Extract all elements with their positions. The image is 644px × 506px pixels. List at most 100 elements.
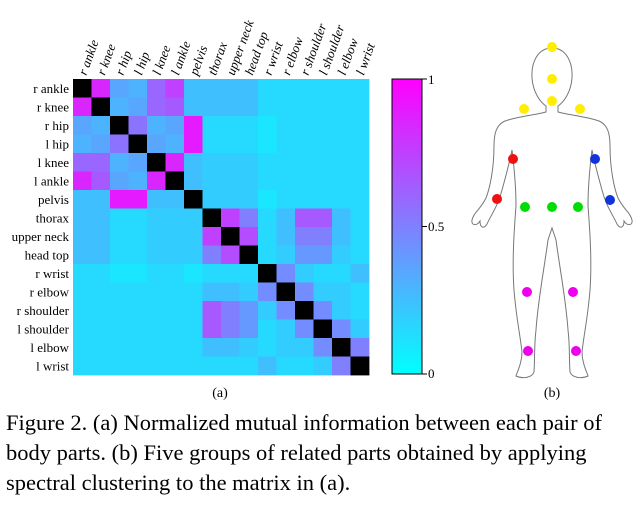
heatmap-cell bbox=[295, 79, 314, 98]
heatmap-cell bbox=[184, 97, 203, 117]
heatmap-cell bbox=[147, 208, 166, 228]
heatmap-cell bbox=[128, 356, 148, 376]
heatmap-cell bbox=[295, 338, 314, 357]
heatmap-cell bbox=[147, 245, 166, 265]
heatmap-cell bbox=[110, 116, 129, 135]
heatmap-cell bbox=[350, 79, 370, 98]
heatmap-cell bbox=[110, 190, 129, 209]
heatmap-cell bbox=[147, 153, 166, 172]
heatmap-cell bbox=[91, 97, 111, 117]
heatmap-cell bbox=[110, 319, 129, 339]
joint-marker-r-shoulder bbox=[519, 104, 529, 114]
heatmap-cell bbox=[258, 153, 277, 172]
heatmap-cell bbox=[73, 116, 92, 135]
y-tick-label: r shoulder bbox=[17, 303, 70, 318]
y-tick-label: thorax bbox=[36, 210, 70, 225]
heatmap-cell bbox=[128, 282, 148, 302]
heatmap-cell bbox=[110, 227, 129, 246]
heatmap-cell bbox=[295, 97, 314, 117]
heatmap-cell bbox=[147, 356, 166, 376]
heatmap-cell bbox=[258, 245, 277, 265]
heatmap-cell bbox=[221, 338, 240, 357]
body-silhouette bbox=[471, 47, 633, 379]
heatmap-cell bbox=[165, 208, 185, 228]
heatmap-cell bbox=[239, 227, 259, 246]
heatmap-cell bbox=[91, 245, 111, 265]
y-tick-label: l shoulder bbox=[17, 321, 69, 336]
heatmap-cell bbox=[239, 338, 259, 357]
heatmap-cell bbox=[239, 134, 259, 154]
heatmap-cell bbox=[276, 190, 296, 209]
heatmap-cell bbox=[221, 97, 240, 117]
colorbar-tick-mid: 0.5 bbox=[428, 219, 444, 234]
heatmap-cell bbox=[147, 79, 166, 98]
heatmap-cell bbox=[276, 153, 296, 172]
heatmap-cell bbox=[295, 227, 314, 246]
heatmap-cell bbox=[313, 264, 333, 283]
heatmap-cell bbox=[239, 245, 259, 265]
heatmap-cell bbox=[202, 227, 222, 246]
heatmap-cell bbox=[276, 116, 296, 135]
heatmap-cell bbox=[313, 227, 333, 246]
heatmap-cell bbox=[313, 171, 333, 191]
figure: r ankle r knee r hip l hip l knee l ankle pelv… bbox=[12, 18, 633, 400]
heatmap-cell bbox=[147, 190, 166, 209]
joint-marker-upper-neck bbox=[547, 74, 557, 84]
heatmap-cell bbox=[221, 116, 240, 135]
heatmap-cell bbox=[332, 97, 351, 117]
heatmap-cell bbox=[147, 227, 166, 246]
heatmap-cell bbox=[110, 282, 129, 302]
joint-marker-l-knee bbox=[568, 287, 578, 297]
heatmap-cell bbox=[165, 190, 185, 209]
heatmap-cell bbox=[221, 319, 240, 339]
heatmap-cell bbox=[165, 356, 185, 376]
heatmap-cell bbox=[313, 134, 333, 154]
heatmap-cell bbox=[110, 301, 129, 320]
mutual-information-heatmap bbox=[73, 79, 370, 376]
joint-marker-l-ankle bbox=[571, 346, 581, 356]
heatmap-cell bbox=[350, 134, 370, 154]
heatmap-cell bbox=[147, 282, 166, 302]
heatmap-cell bbox=[239, 79, 259, 98]
heatmap-cell bbox=[202, 301, 222, 320]
heatmap-cell bbox=[295, 319, 314, 339]
heatmap-cell bbox=[276, 319, 296, 339]
heatmap-cell bbox=[295, 116, 314, 135]
heatmap-cell bbox=[332, 245, 351, 265]
heatmap-cell bbox=[110, 356, 129, 376]
heatmap-cell bbox=[350, 153, 370, 172]
heatmap-cell bbox=[221, 190, 240, 209]
heatmap-cell bbox=[110, 245, 129, 265]
heatmap-cell bbox=[313, 97, 333, 117]
heatmap-cell bbox=[221, 134, 240, 154]
heatmap-cell bbox=[239, 116, 259, 135]
heatmap-cell bbox=[184, 356, 203, 376]
heatmap-cell bbox=[332, 153, 351, 172]
heatmap-cell bbox=[73, 97, 92, 117]
heatmap-cell bbox=[350, 282, 370, 302]
heatmap-cell bbox=[110, 264, 129, 283]
heatmap-cell bbox=[332, 190, 351, 209]
heatmap-cell bbox=[295, 171, 314, 191]
heatmap-cell bbox=[128, 264, 148, 283]
heatmap-cell bbox=[202, 116, 222, 135]
heatmap-cell bbox=[221, 245, 240, 265]
heatmap-cell bbox=[202, 134, 222, 154]
heatmap-cell bbox=[258, 227, 277, 246]
heatmap-cell bbox=[184, 208, 203, 228]
heatmap-cell bbox=[258, 171, 277, 191]
heatmap-cell bbox=[239, 301, 259, 320]
heatmap-cell bbox=[239, 264, 259, 283]
heatmap-cell bbox=[73, 227, 92, 246]
heatmap-cell bbox=[165, 97, 185, 117]
heatmap-cell bbox=[221, 171, 240, 191]
heatmap-cell bbox=[184, 134, 203, 154]
heatmap-cell bbox=[147, 264, 166, 283]
heatmap-cell bbox=[165, 171, 185, 191]
heatmap-cell bbox=[184, 153, 203, 172]
y-tick-label: l elbow bbox=[30, 340, 69, 355]
colorbar-tick-max: 1 bbox=[428, 72, 435, 87]
heatmap-cell bbox=[128, 227, 148, 246]
heatmap-cell bbox=[332, 79, 351, 98]
